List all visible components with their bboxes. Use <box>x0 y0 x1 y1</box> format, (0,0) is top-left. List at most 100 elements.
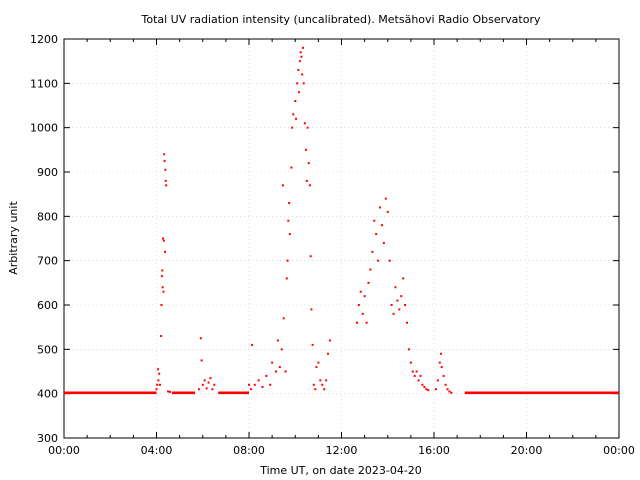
data-points <box>155 46 453 394</box>
data-point <box>281 184 284 187</box>
data-point <box>299 51 302 54</box>
data-point <box>265 374 268 377</box>
x-tick-label: 08:00 <box>233 444 265 457</box>
data-point <box>156 383 159 386</box>
data-point <box>269 383 272 386</box>
data-point <box>298 60 301 63</box>
x-tick-label: 16:00 <box>418 444 450 457</box>
data-point <box>158 383 161 386</box>
data-point <box>157 379 160 382</box>
data-point <box>439 352 442 355</box>
data-point <box>398 308 401 311</box>
data-point <box>162 237 165 240</box>
data-point <box>415 370 418 373</box>
data-point <box>200 359 203 362</box>
y-axis-label: Arbitrary unit <box>7 201 20 275</box>
data-point <box>363 295 366 298</box>
x-tick-label: 20:00 <box>511 444 543 457</box>
data-point <box>369 268 372 271</box>
data-point <box>434 388 437 391</box>
data-point <box>400 295 403 298</box>
data-point <box>427 389 430 392</box>
data-point <box>404 304 407 306</box>
data-point <box>367 281 370 284</box>
data-point <box>288 233 291 236</box>
data-point <box>446 388 449 391</box>
plot-frame <box>63 38 620 439</box>
data-point <box>325 379 328 382</box>
x-tick-label: 00:00 <box>603 444 635 457</box>
data-point <box>278 366 281 369</box>
data-point <box>321 383 324 386</box>
data-point <box>282 317 285 320</box>
data-point <box>207 381 210 384</box>
data-point <box>203 379 206 382</box>
data-point <box>163 159 166 162</box>
data-point <box>375 233 378 236</box>
data-point <box>327 352 330 355</box>
y-tick-label: 800 <box>37 210 58 223</box>
data-point <box>211 388 214 391</box>
data-point <box>295 117 298 120</box>
data-point <box>197 388 200 391</box>
data-point <box>312 383 315 386</box>
x-tick-label: 12:00 <box>326 444 358 457</box>
data-point <box>402 277 405 280</box>
data-point <box>303 122 306 125</box>
data-point <box>319 379 322 382</box>
data-point <box>160 304 163 306</box>
data-point <box>301 73 304 76</box>
x-tick-label: 00:00 <box>48 444 80 457</box>
data-point <box>377 259 380 262</box>
data-point <box>423 386 426 389</box>
data-point <box>394 286 397 289</box>
data-point <box>286 259 289 262</box>
data-point <box>284 370 287 373</box>
data-point <box>390 304 393 306</box>
gridlines <box>64 39 619 438</box>
data-point <box>392 312 395 315</box>
data-point <box>407 348 410 351</box>
data-point <box>167 390 170 393</box>
data-point <box>311 343 314 346</box>
data-point <box>249 388 252 391</box>
data-point <box>290 166 293 169</box>
y-axis: 300 400 500 600 700 800 900 1000 1100 1200 <box>30 33 619 445</box>
data-point <box>285 277 288 280</box>
data-point <box>157 368 160 371</box>
y-tick-label: 300 <box>37 432 58 445</box>
data-point <box>305 148 308 151</box>
data-point <box>280 348 283 351</box>
data-point <box>160 275 163 278</box>
data-point <box>411 370 414 373</box>
data-point <box>396 299 399 302</box>
data-point <box>305 179 308 182</box>
data-point <box>296 82 299 85</box>
data-point <box>310 308 313 311</box>
x-tick-label: 04:00 <box>141 444 173 457</box>
data-point <box>413 374 416 377</box>
data-point <box>315 366 318 369</box>
y-tick-label: 1200 <box>30 33 58 46</box>
data-point <box>253 383 256 386</box>
data-point <box>257 379 260 382</box>
data-point <box>248 383 250 386</box>
data-point <box>409 361 412 364</box>
data-point <box>306 126 309 129</box>
x-axis: 00:00 04:00 08:00 12:00 16:00 20:00 00:00 <box>48 39 635 457</box>
data-point <box>373 219 376 222</box>
data-point <box>307 162 310 165</box>
data-point <box>417 379 420 382</box>
data-point <box>382 241 385 244</box>
data-point <box>164 179 167 182</box>
data-point <box>168 390 171 393</box>
data-point <box>209 377 212 380</box>
data-point <box>359 290 362 293</box>
data-point <box>292 113 295 116</box>
y-tick-label: 1100 <box>30 77 58 90</box>
data-point <box>421 383 424 386</box>
data-point <box>371 250 374 253</box>
data-point <box>314 388 317 391</box>
data-point <box>328 339 331 342</box>
